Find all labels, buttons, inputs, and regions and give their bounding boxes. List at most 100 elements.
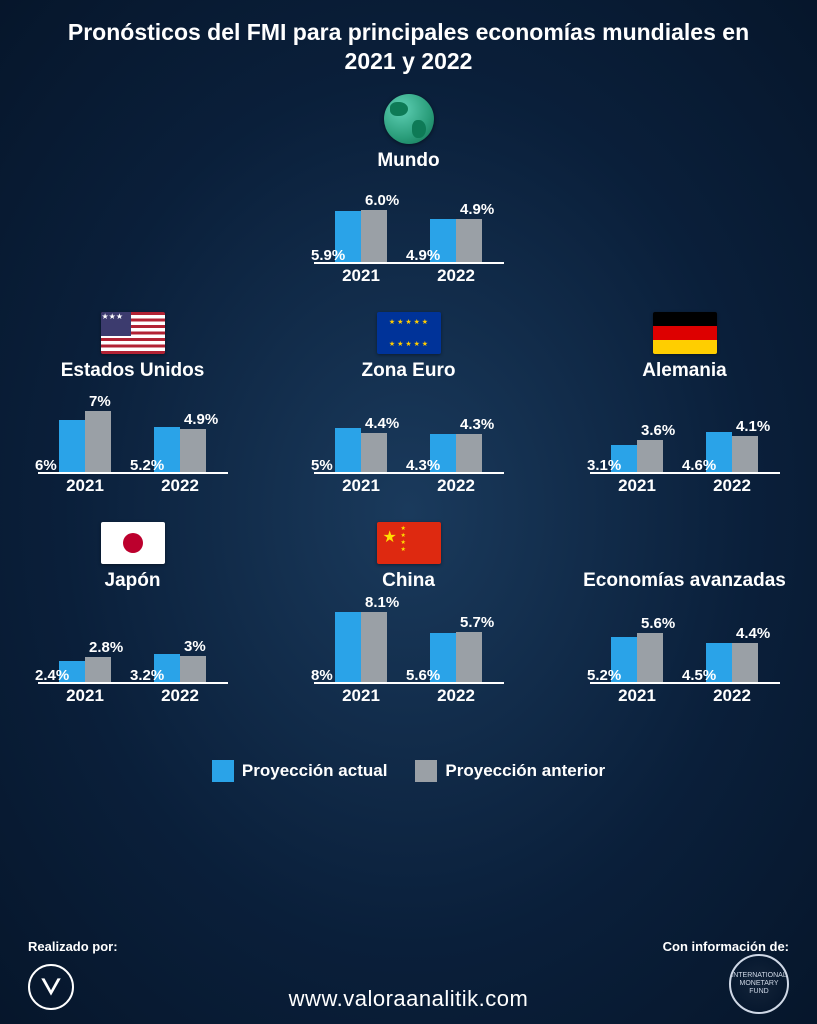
chart-axis bbox=[590, 682, 780, 684]
bar-previous: 8.1% bbox=[361, 612, 387, 682]
chart-cn: 8%8.1%5.6%5.7%20212022 bbox=[314, 606, 504, 706]
legend-label-previous: Proyección anterior bbox=[445, 761, 605, 781]
row-2: Estados Unidos 6%7%5.2%4.9%20212022 Zona… bbox=[0, 312, 817, 496]
bar-previous: 3.6% bbox=[637, 440, 663, 471]
region-name-cn: China bbox=[382, 570, 435, 592]
bar-actual: 4.9% bbox=[430, 219, 456, 261]
bar-value-previous: 4.9% bbox=[184, 411, 218, 428]
bar-actual: 4.5% bbox=[706, 643, 732, 682]
year-label: 2021 bbox=[314, 476, 409, 496]
bar-actual: 3.1% bbox=[611, 445, 637, 472]
bar-previous: 4.9% bbox=[180, 429, 206, 471]
bar-actual: 4.3% bbox=[430, 434, 456, 471]
flag-jp-icon bbox=[101, 522, 165, 564]
bar-actual: 6% bbox=[59, 420, 85, 472]
bar-previous: 4.4% bbox=[361, 433, 387, 471]
flag-us-icon bbox=[101, 312, 165, 354]
chart-axis bbox=[38, 682, 228, 684]
year-label: 2021 bbox=[314, 266, 409, 286]
chart-axis bbox=[314, 472, 504, 474]
bar-actual: 5% bbox=[335, 428, 361, 471]
chart-euro: 5%4.4% 4.3%4.3% 20212022 bbox=[314, 396, 504, 496]
bar-actual: 8% bbox=[335, 612, 361, 681]
chart-axis bbox=[314, 262, 504, 264]
bar-value-previous: 5.6% bbox=[641, 615, 675, 632]
bar-actual: 4.6% bbox=[706, 432, 732, 472]
bar-actual: 5.2% bbox=[154, 427, 180, 472]
legend-item-previous: Proyección anterior bbox=[415, 760, 605, 782]
region-name-us: Estados Unidos bbox=[61, 360, 205, 382]
bar-previous: 4.1% bbox=[732, 436, 758, 471]
year-label: 2022 bbox=[409, 476, 504, 496]
year-label: 2021 bbox=[38, 686, 133, 706]
credit-by-label: Realizado por: bbox=[28, 939, 118, 954]
globe-icon bbox=[384, 94, 434, 144]
bar-value-previous: 4.9% bbox=[460, 201, 494, 218]
bar-previous: 4.4% bbox=[732, 643, 758, 681]
year-label: 2022 bbox=[133, 476, 228, 496]
bar-value-previous: 4.1% bbox=[736, 418, 770, 435]
region-name-euro: Zona Euro bbox=[362, 360, 456, 382]
chart-de: 3.1%3.6% 4.6%4.1% 20212022 bbox=[590, 396, 780, 496]
legend: Proyección actual Proyección anterior bbox=[212, 760, 605, 782]
charts-grid: Mundo 5.9%6.0%4.9%4.9%20212022 Estados U… bbox=[0, 86, 817, 782]
year-label: 2022 bbox=[409, 266, 504, 286]
region-name-world: Mundo bbox=[377, 150, 439, 172]
year-label: 2021 bbox=[38, 476, 133, 496]
bar-previous: 5.7% bbox=[456, 632, 482, 681]
credit-source-label: Con información de: bbox=[663, 939, 789, 954]
page-title: Pronósticos del FMI para principales eco… bbox=[0, 0, 817, 86]
year-label: 2022 bbox=[409, 686, 504, 706]
chart-world: 5.9%6.0% 4.9%4.9% 20212022 bbox=[314, 186, 504, 286]
year-label: 2021 bbox=[590, 476, 685, 496]
chart-axis bbox=[38, 472, 228, 474]
bar-previous: 6.0% bbox=[361, 210, 387, 262]
card-adv: Economías avanzadas 5.2%5.6% 4.5%4.4% 2021… bbox=[575, 522, 795, 706]
legend-item-actual: Proyección actual bbox=[212, 760, 388, 782]
year-label: 2022 bbox=[133, 686, 228, 706]
row-1: Mundo 5.9%6.0% 4.9%4.9% 20212022 bbox=[0, 94, 817, 286]
flag-cn-icon bbox=[377, 522, 441, 564]
legend-label-actual: Proyección actual bbox=[242, 761, 388, 781]
legend-swatch-previous bbox=[415, 760, 437, 782]
year-label: 2021 bbox=[590, 686, 685, 706]
legend-swatch-actual bbox=[212, 760, 234, 782]
footer-website: www.valoraanalitik.com bbox=[0, 986, 817, 1012]
bar-value-previous: 5.7% bbox=[460, 614, 494, 631]
bar-actual: 2.4% bbox=[59, 661, 85, 682]
bar-value-previous: 7% bbox=[89, 393, 111, 410]
card-euro: Zona Euro 5%4.4% 4.3%4.3% 20212022 bbox=[299, 312, 519, 496]
chart-axis bbox=[314, 682, 504, 684]
region-name-jp: Japón bbox=[105, 570, 161, 592]
flag-none-icon bbox=[653, 522, 717, 564]
bar-previous: 4.9% bbox=[456, 219, 482, 261]
card-cn: China 8%8.1%5.6%5.7%20212022 bbox=[299, 522, 519, 706]
bar-previous: 4.3% bbox=[456, 434, 482, 471]
bar-actual: 5.9% bbox=[335, 211, 361, 262]
flag-eu-icon bbox=[377, 312, 441, 354]
region-name-de: Alemania bbox=[642, 360, 726, 382]
bar-actual: 5.2% bbox=[611, 637, 637, 682]
bar-value-previous: 4.3% bbox=[460, 416, 494, 433]
year-label: 2022 bbox=[685, 476, 780, 496]
region-name-adv: Economías avanzadas bbox=[583, 570, 786, 592]
bar-value-previous: 2.8% bbox=[89, 639, 123, 656]
chart-us: 6%7% 5.2%4.9% 20212022 bbox=[38, 396, 228, 496]
row-3: Japón 2.4%2.8%3.2%3%20212022 China 8%8.1… bbox=[0, 522, 817, 706]
card-world: Mundo 5.9%6.0% 4.9%4.9% 20212022 bbox=[299, 94, 519, 286]
card-jp: Japón 2.4%2.8%3.2%3%20212022 bbox=[23, 522, 243, 706]
chart-jp: 2.4%2.8%3.2%3%20212022 bbox=[38, 606, 228, 706]
bar-value-previous: 4.4% bbox=[736, 625, 770, 642]
chart-adv: 5.2%5.6% 4.5%4.4% 20212022 bbox=[590, 606, 780, 706]
bar-previous: 5.6% bbox=[637, 633, 663, 681]
year-label: 2022 bbox=[685, 686, 780, 706]
bar-value-previous: 3.6% bbox=[641, 422, 675, 439]
bar-actual: 5.6% bbox=[430, 633, 456, 681]
bar-previous: 3% bbox=[180, 656, 206, 682]
flag-de-icon bbox=[653, 312, 717, 354]
bar-value-previous: 3% bbox=[184, 638, 206, 655]
chart-axis bbox=[590, 472, 780, 474]
card-us: Estados Unidos 6%7% 5.2%4.9% 20212022 bbox=[23, 312, 243, 496]
bar-previous: 7% bbox=[85, 411, 111, 471]
bar-value-previous: 6.0% bbox=[365, 192, 399, 209]
